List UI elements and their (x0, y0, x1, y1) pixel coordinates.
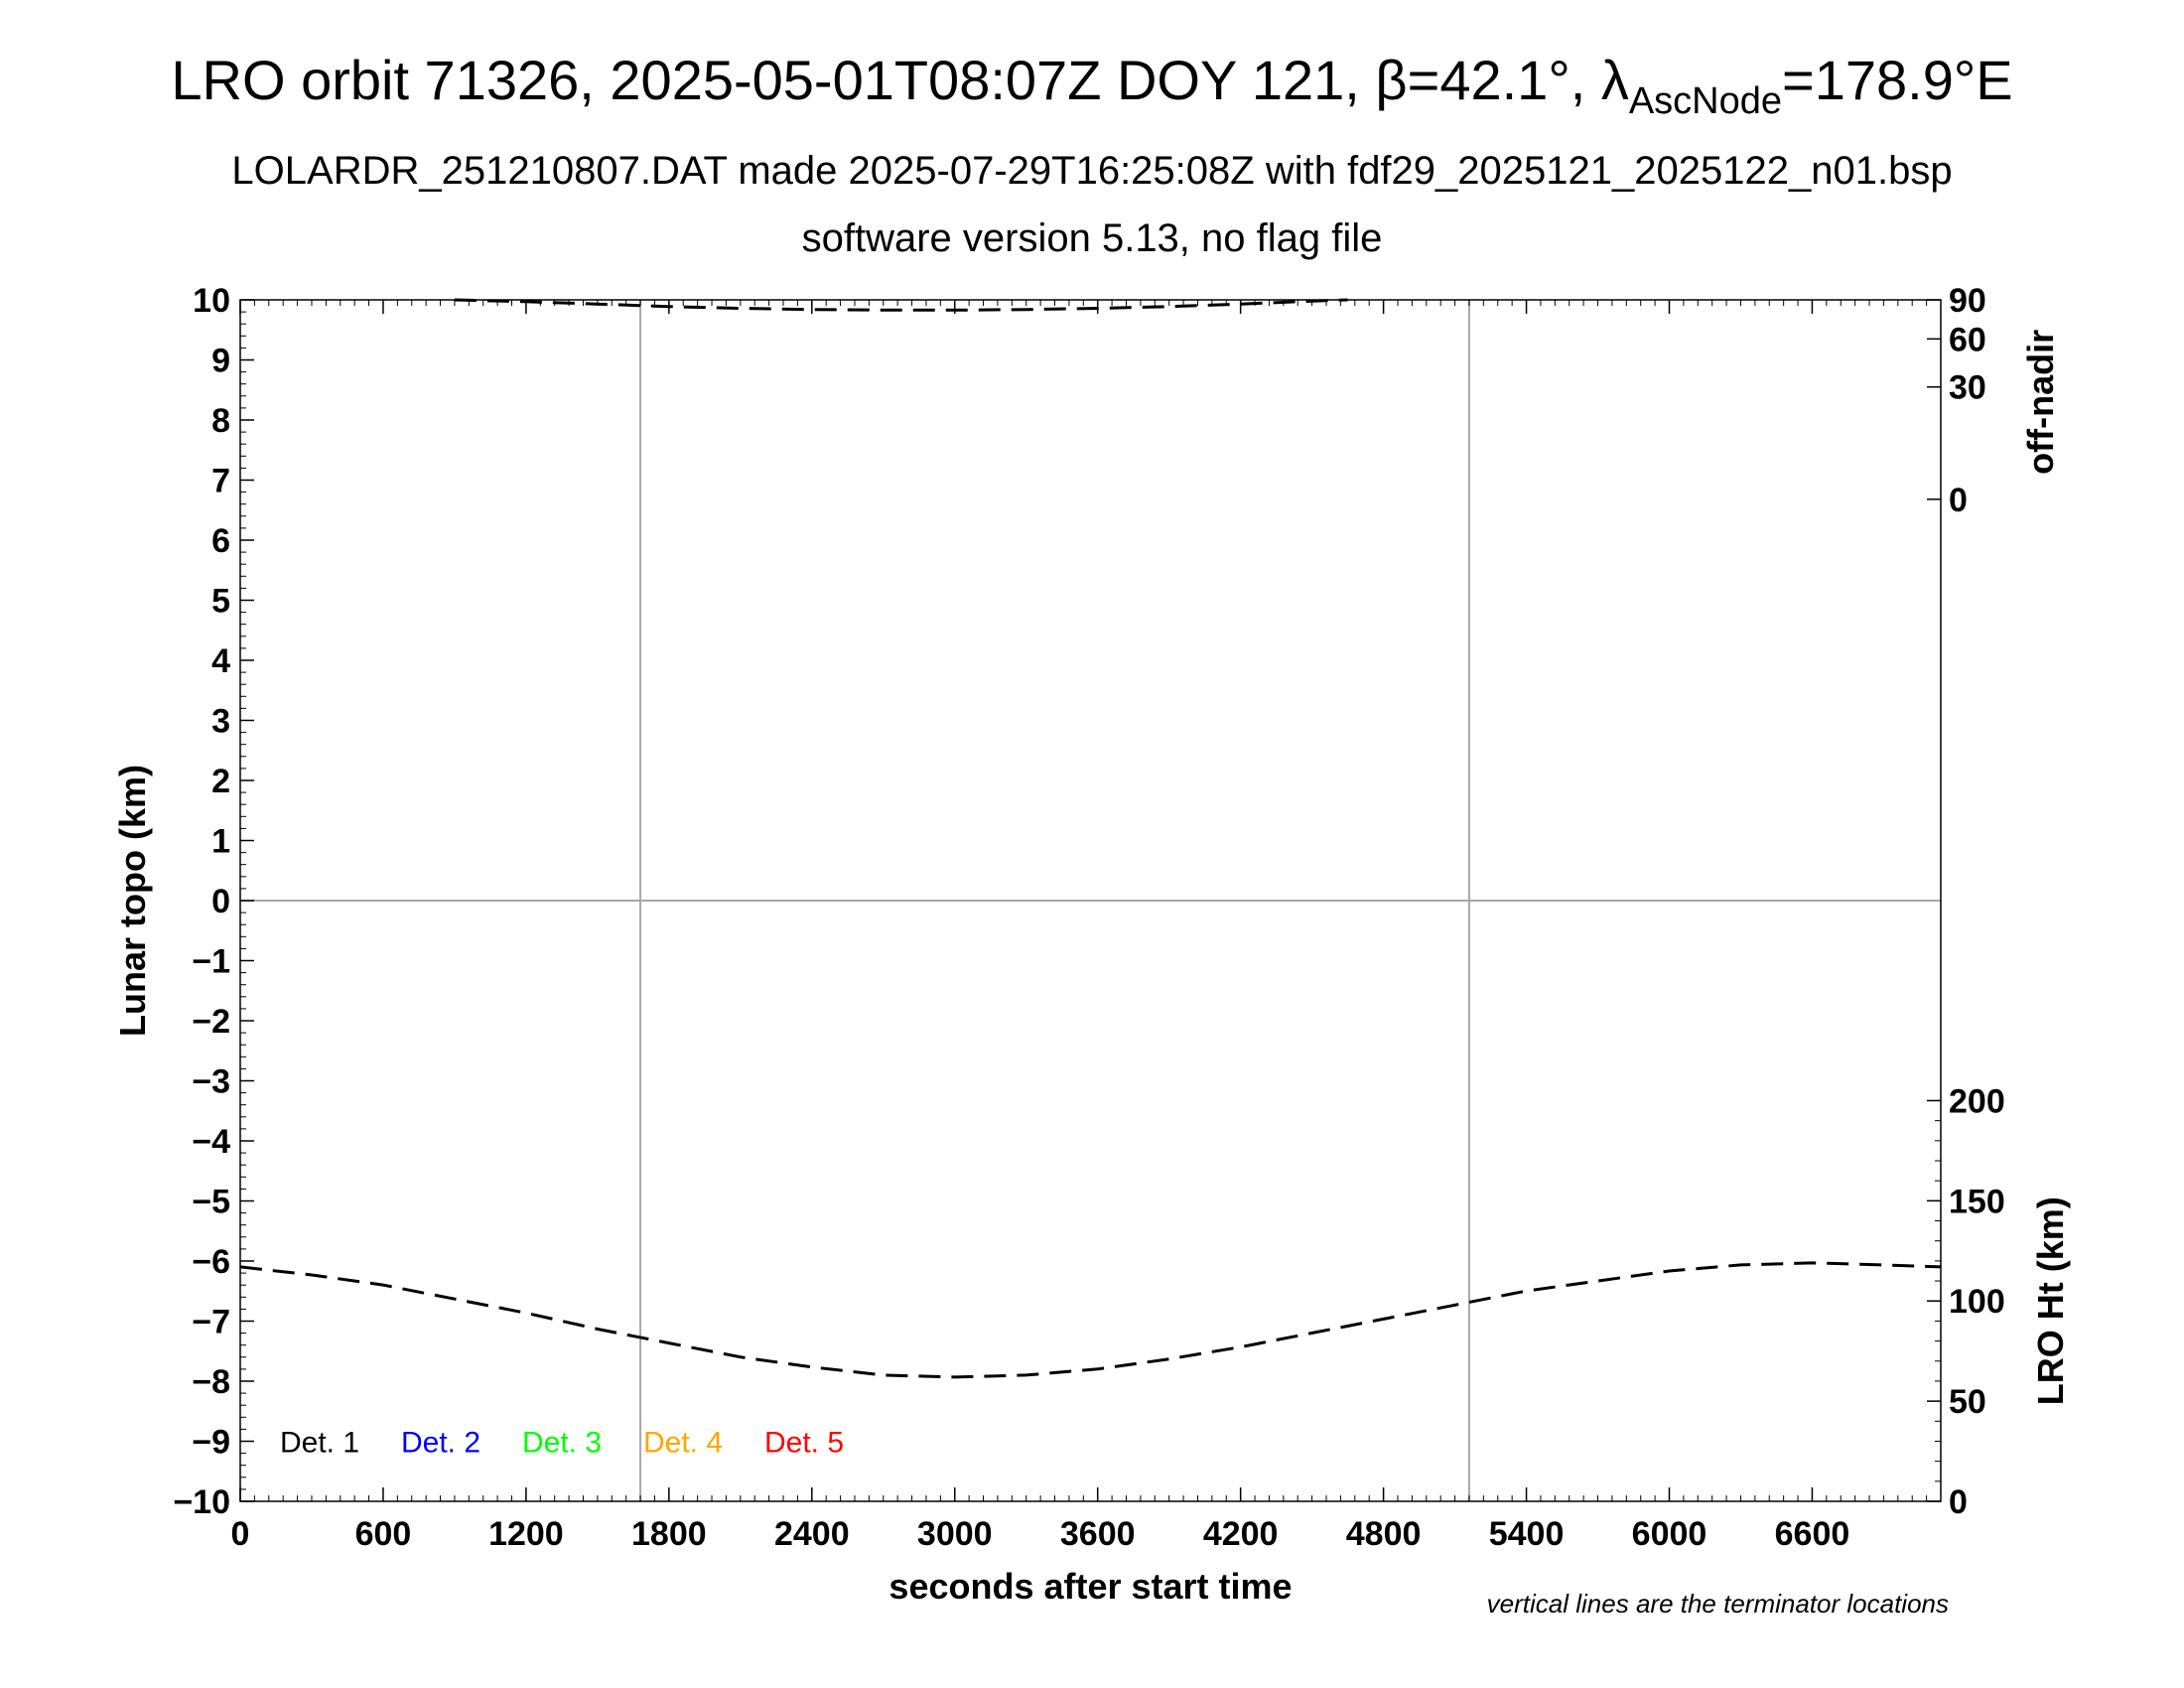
grid-lines (240, 300, 1941, 1501)
off-nadir-series (454, 298, 1348, 312)
y-left-tick-label: −9 (192, 1424, 230, 1462)
legend-entry: Det. 3 (522, 1427, 602, 1460)
chart-title: LRO orbit 71326, 2025-05-01T08:07Z DOY 1… (171, 49, 2013, 122)
y-left-tick-label: 9 (211, 343, 230, 380)
x-tick-labels: 0 600 1200 1800 2400 3000 3600 4200 4800 5400 6000… (231, 1515, 1850, 1553)
y-left-tick-label: 5 (211, 583, 230, 621)
y-right-bottom-tick-label: 50 (1949, 1383, 1986, 1421)
y-right-top-axis-title: off-nadir (2020, 330, 2061, 475)
y-left-tick-label: −2 (192, 1003, 230, 1041)
legend: Det. 1 Det. 2 Det. 3 Det. 4 Det. 5 (280, 1427, 844, 1460)
y-left-tick-label: 4 (211, 642, 230, 680)
x-tick-label: 1800 (631, 1515, 707, 1553)
chart-subtitle-version: software version 5.13, no flag file (801, 216, 1383, 260)
x-tick-label: 0 (231, 1515, 250, 1553)
x-axis-title: seconds after start time (888, 1566, 1292, 1607)
y-left-tick-label: −4 (192, 1123, 230, 1161)
y-left-tick-label: 1 (211, 823, 230, 861)
y-right-bottom-tick-label: 200 (1949, 1082, 2005, 1120)
axis-ticks (239, 299, 1942, 1502)
y-right-top-tick-label: 0 (1949, 482, 1968, 519)
y-left-tick-label: −1 (192, 943, 230, 981)
x-tick-label: 1200 (488, 1515, 564, 1553)
footnote: vertical lines are the terminator locati… (1487, 1589, 1949, 1618)
legend-entry: Det. 5 (764, 1427, 844, 1460)
x-tick-label: 4800 (1346, 1515, 1422, 1553)
y-left-tick-label: −6 (192, 1243, 230, 1281)
y-left-tick-label: −7 (192, 1304, 230, 1341)
y-left-tick-label: −5 (192, 1184, 230, 1221)
x-tick-label: 4200 (1203, 1515, 1279, 1553)
y-right-bottom-tick-label: 150 (1949, 1183, 2005, 1220)
x-tick-label: 5400 (1489, 1515, 1565, 1553)
y-left-tick-label: 8 (211, 402, 230, 440)
lro-height-series (239, 1261, 1942, 1379)
legend-entry: Det. 2 (401, 1427, 480, 1460)
x-tick-label: 3600 (1060, 1515, 1136, 1553)
y-left-tick-label: −3 (192, 1063, 230, 1101)
y-left-tick-label: 7 (211, 463, 230, 500)
x-tick-label: 3000 (917, 1515, 993, 1553)
legend-entry: Det. 4 (643, 1427, 723, 1460)
series-layer (239, 298, 1942, 1379)
y-right-bottom-tick-label: 100 (1949, 1283, 2005, 1321)
legend-entry: Det. 1 (280, 1427, 359, 1460)
y-right-top-tick-label: 30 (1949, 369, 1986, 407)
y-left-tick-label: 2 (211, 763, 230, 800)
y-right-top-tick-label: 60 (1949, 321, 1986, 358)
x-tick-label: 2400 (774, 1515, 850, 1553)
chart-subtitle: LOLARDR_251210807.DAT made 2025-07-29T16… (231, 149, 1953, 193)
x-tick-label: 6000 (1632, 1515, 1707, 1553)
y-left-tick-label: 6 (211, 522, 230, 560)
x-tick-label: 6600 (1775, 1515, 1850, 1553)
y-right-bottom-axis-title: LRO Ht (km) (2030, 1196, 2071, 1405)
y-left-tick-label: 0 (211, 883, 230, 920)
y-left-tick-label: −8 (192, 1363, 230, 1401)
y-left-tick-label: −10 (173, 1483, 230, 1521)
x-tick-label: 600 (355, 1515, 412, 1553)
y-right-bottom-tick-label: 0 (1949, 1483, 1968, 1521)
y-right-top-tick-label: 90 (1949, 282, 1986, 320)
y-left-tick-label: 10 (193, 282, 230, 320)
y-left-tick-label: 3 (211, 703, 230, 741)
y-left-axis-title: Lunar topo (km) (112, 765, 153, 1037)
